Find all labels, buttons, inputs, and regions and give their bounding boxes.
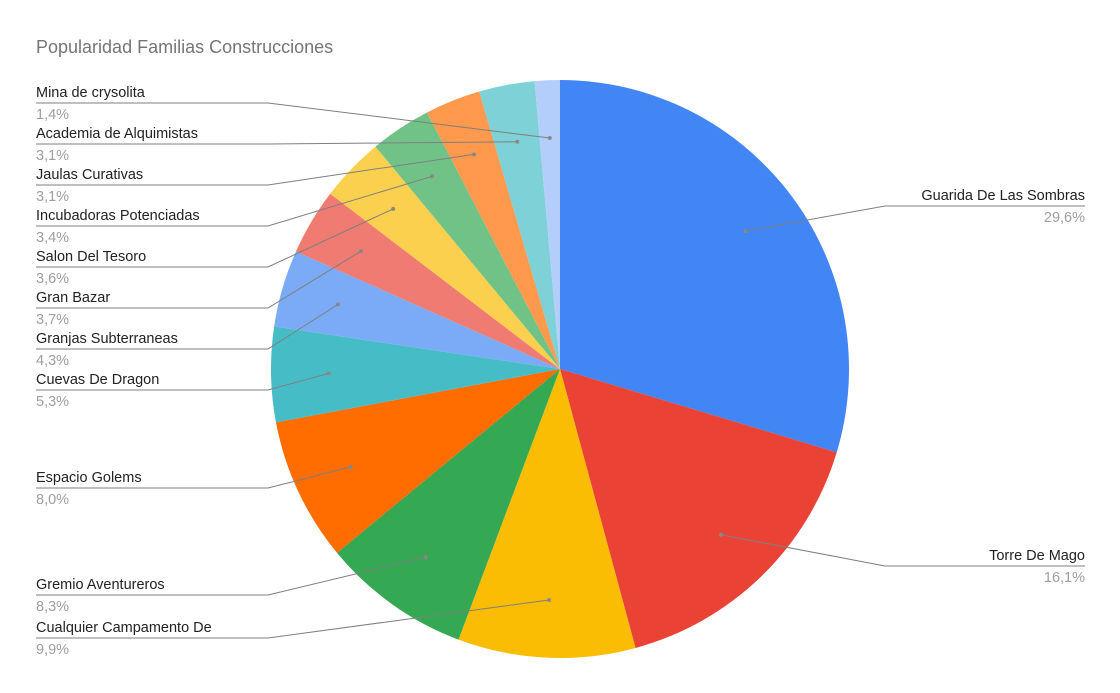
slice-value-cuevas-de-dragon: 5,3% xyxy=(36,394,69,410)
leader-line-salon-del-tesoro xyxy=(36,208,394,268)
leader-line-mina-de-crysolita xyxy=(36,102,550,139)
leader-line-gran-bazar xyxy=(36,250,362,309)
pie-slice-incubadoras-potenciadas[interactable] xyxy=(375,112,560,370)
slice-label-incubadoras-potenciadas: Incubadoras Potenciadas xyxy=(36,208,200,224)
chart-title: Popularidad Familias Construcciones xyxy=(36,37,333,57)
slice-value-academia-de-alquimistas: 3,1% xyxy=(36,148,69,164)
slice-value-guarida-de-las-sombras: 29,6% xyxy=(1044,210,1085,226)
slice-value-espacio-golems: 8,0% xyxy=(36,492,69,508)
leader-line-guarida-de-las-sombras xyxy=(745,205,1085,232)
pie-slices xyxy=(271,80,850,658)
pie-slice-salon-del-tesoro[interactable] xyxy=(330,146,560,369)
pie-slice-jaulas-curativas[interactable] xyxy=(426,91,560,369)
slice-label-cuevas-de-dragon: Cuevas De Dragon xyxy=(36,372,159,388)
leader-line-incubadoras-potenciadas xyxy=(36,175,433,227)
slice-label-jaulas-curativas: Jaulas Curativas xyxy=(36,167,143,183)
leader-line-cuevas-de-dragon xyxy=(36,372,329,391)
slice-label-gremio-aventureros: Gremio Aventureros xyxy=(36,577,165,593)
slice-value-torre-de-mago: 16,1% xyxy=(1044,570,1085,586)
slice-value-incubadoras-potenciadas: 3,4% xyxy=(36,230,69,246)
slice-label-guarida-de-las-sombras: Guarida De Las Sombras xyxy=(921,188,1085,204)
pie-slice-guarida-de-las-sombras[interactable] xyxy=(560,80,850,453)
slice-value-gremio-aventureros: 8,3% xyxy=(36,599,69,615)
leader-line-academia-de-alquimistas xyxy=(36,141,518,145)
slice-label-gran-bazar: Gran Bazar xyxy=(36,290,110,306)
pie-slice-espacio-golems[interactable] xyxy=(275,369,560,553)
slice-label-academia-de-alquimistas: Academia de Alquimistas xyxy=(36,126,198,142)
slice-label-mina-de-crysolita: Mina de crysolita xyxy=(36,85,146,101)
pie-slice-cuevas-de-dragon[interactable] xyxy=(271,326,560,423)
pie-slice-mina-de-crysolita[interactable] xyxy=(534,80,560,369)
leader-line-torre-de-mago xyxy=(721,534,1085,567)
slice-value-granjas-subterraneas: 4,3% xyxy=(36,353,69,369)
pie-slice-academia-de-alquimistas[interactable] xyxy=(479,81,560,370)
leader-line-gremio-aventureros xyxy=(36,556,426,596)
leader-line-cualquier-campamento-de xyxy=(36,599,550,639)
leader-line-jaulas-curativas xyxy=(36,153,475,186)
pie-slice-torre-de-mago[interactable] xyxy=(560,369,837,648)
slice-value-jaulas-curativas: 3,1% xyxy=(36,189,69,205)
slice-label-cualquier-campamento-de: Cualquier Campamento De xyxy=(36,620,212,636)
slice-label-granjas-subterraneas: Granjas Subterraneas xyxy=(36,331,178,347)
slice-value-salon-del-tesoro: 3,6% xyxy=(36,271,69,287)
pie-slice-granjas-subterraneas[interactable] xyxy=(274,251,560,369)
slice-value-mina-de-crysolita: 1,4% xyxy=(36,107,69,123)
pie-slice-gremio-aventureros[interactable] xyxy=(336,369,560,640)
slice-label-torre-de-mago: Torre De Mago xyxy=(989,548,1085,564)
leader-line-granjas-subterraneas xyxy=(36,303,339,350)
slice-labels: Guarida De Las Sombras 29,6% Torre De Mago… xyxy=(36,85,1085,658)
leader-line-espacio-golems xyxy=(36,466,351,489)
pie-slice-gran-bazar[interactable] xyxy=(295,193,560,369)
leader-lines xyxy=(36,102,1085,639)
pie-slice-cualquier-campamento-de[interactable] xyxy=(458,369,636,658)
slice-value-cualquier-campamento-de: 9,9% xyxy=(36,642,69,658)
slice-value-gran-bazar: 3,7% xyxy=(36,312,69,328)
slice-label-salon-del-tesoro: Salon Del Tesoro xyxy=(36,249,146,265)
slice-label-espacio-golems: Espacio Golems xyxy=(36,470,142,486)
